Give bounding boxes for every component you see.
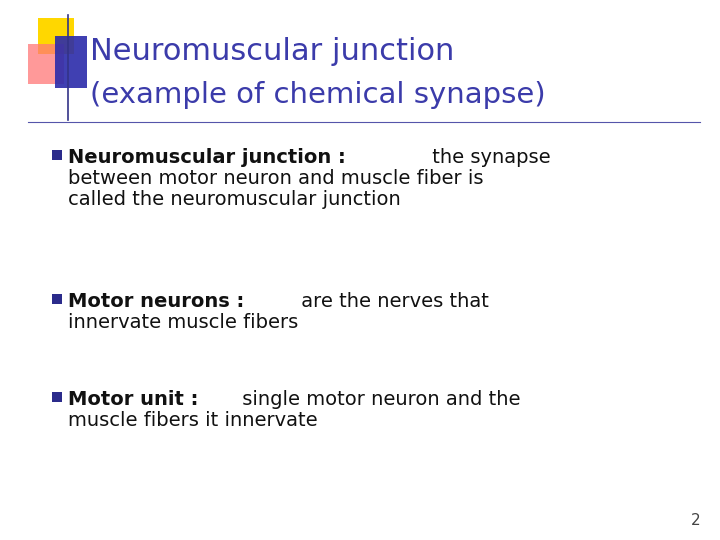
- Text: Motor neurons :: Motor neurons :: [68, 292, 244, 311]
- Text: 2: 2: [690, 513, 700, 528]
- Text: Neuromuscular junction: Neuromuscular junction: [90, 37, 454, 66]
- Bar: [38, 18, 74, 54]
- Bar: [52, 294, 62, 304]
- Text: the synapse: the synapse: [426, 148, 551, 167]
- Text: (example of chemical synapse): (example of chemical synapse): [90, 81, 546, 109]
- Text: muscle fibers it innervate: muscle fibers it innervate: [68, 411, 318, 430]
- Text: between motor neuron and muscle fiber is: between motor neuron and muscle fiber is: [68, 169, 484, 188]
- Bar: [52, 392, 62, 402]
- Text: innervate muscle fibers: innervate muscle fibers: [68, 313, 298, 332]
- Text: are the nerves that: are the nerves that: [295, 292, 490, 311]
- Text: single motor neuron and the: single motor neuron and the: [236, 390, 521, 409]
- Text: called the neuromuscular junction: called the neuromuscular junction: [68, 190, 401, 209]
- Bar: [55, 36, 87, 88]
- Bar: [28, 44, 64, 84]
- Text: Neuromuscular junction :: Neuromuscular junction :: [68, 148, 346, 167]
- Text: Motor unit :: Motor unit :: [68, 390, 199, 409]
- Bar: [52, 150, 62, 160]
